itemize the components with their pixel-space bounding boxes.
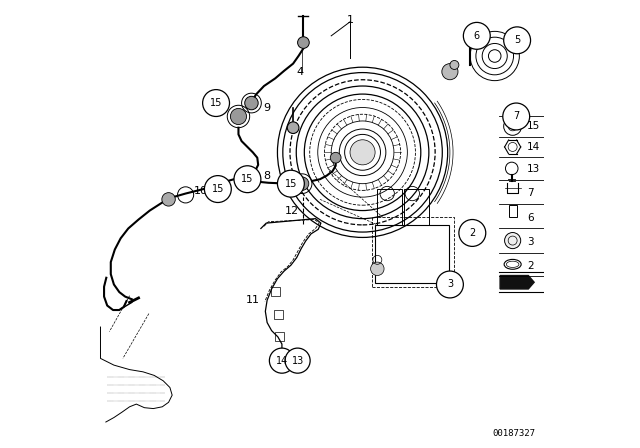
Circle shape bbox=[287, 122, 299, 134]
Text: 1: 1 bbox=[347, 15, 354, 25]
Bar bbox=[275, 310, 284, 319]
Bar bbox=[404, 189, 429, 225]
Text: 15: 15 bbox=[210, 98, 222, 108]
Circle shape bbox=[203, 90, 230, 116]
Text: 15: 15 bbox=[285, 179, 297, 189]
Circle shape bbox=[285, 348, 310, 373]
Text: 6: 6 bbox=[474, 31, 480, 41]
Text: 14: 14 bbox=[276, 356, 288, 366]
Circle shape bbox=[298, 37, 309, 48]
Circle shape bbox=[162, 193, 175, 206]
Text: 4: 4 bbox=[296, 67, 303, 77]
Circle shape bbox=[230, 108, 246, 125]
Circle shape bbox=[350, 140, 375, 165]
Circle shape bbox=[204, 176, 231, 202]
Circle shape bbox=[463, 22, 490, 49]
Circle shape bbox=[504, 233, 521, 249]
Bar bbox=[378, 189, 402, 225]
Text: 7: 7 bbox=[527, 188, 534, 198]
Circle shape bbox=[234, 166, 261, 193]
Bar bbox=[271, 287, 280, 296]
Text: 00187327: 00187327 bbox=[492, 429, 535, 438]
Text: 15: 15 bbox=[212, 184, 224, 194]
Circle shape bbox=[442, 64, 458, 80]
Bar bbox=[371, 217, 454, 287]
Text: 6: 6 bbox=[527, 213, 534, 223]
Circle shape bbox=[459, 220, 486, 246]
Text: 13: 13 bbox=[527, 164, 540, 174]
Circle shape bbox=[269, 348, 294, 373]
Text: 5: 5 bbox=[514, 35, 520, 45]
Text: 3: 3 bbox=[527, 237, 534, 247]
Text: 15: 15 bbox=[527, 121, 540, 131]
Text: 10: 10 bbox=[194, 186, 208, 196]
Text: 12: 12 bbox=[285, 206, 300, 215]
Text: 13: 13 bbox=[291, 356, 304, 366]
Text: 2: 2 bbox=[527, 261, 534, 271]
Text: 3: 3 bbox=[447, 280, 453, 289]
Circle shape bbox=[371, 262, 384, 276]
Bar bbox=[275, 332, 284, 341]
Circle shape bbox=[296, 177, 309, 190]
Text: 14: 14 bbox=[527, 142, 540, 152]
Bar bbox=[509, 205, 516, 217]
Text: 7: 7 bbox=[513, 112, 519, 121]
Circle shape bbox=[244, 96, 258, 110]
Circle shape bbox=[450, 60, 459, 69]
Circle shape bbox=[278, 170, 305, 197]
Polygon shape bbox=[500, 276, 534, 289]
Circle shape bbox=[436, 271, 463, 298]
Circle shape bbox=[330, 152, 341, 163]
Text: 9: 9 bbox=[264, 103, 271, 112]
Circle shape bbox=[504, 27, 531, 54]
Text: 15: 15 bbox=[241, 174, 253, 184]
Text: 11: 11 bbox=[246, 295, 260, 305]
Bar bbox=[374, 225, 449, 283]
Text: 8: 8 bbox=[264, 171, 271, 181]
Circle shape bbox=[503, 103, 530, 130]
Text: 2: 2 bbox=[469, 228, 476, 238]
